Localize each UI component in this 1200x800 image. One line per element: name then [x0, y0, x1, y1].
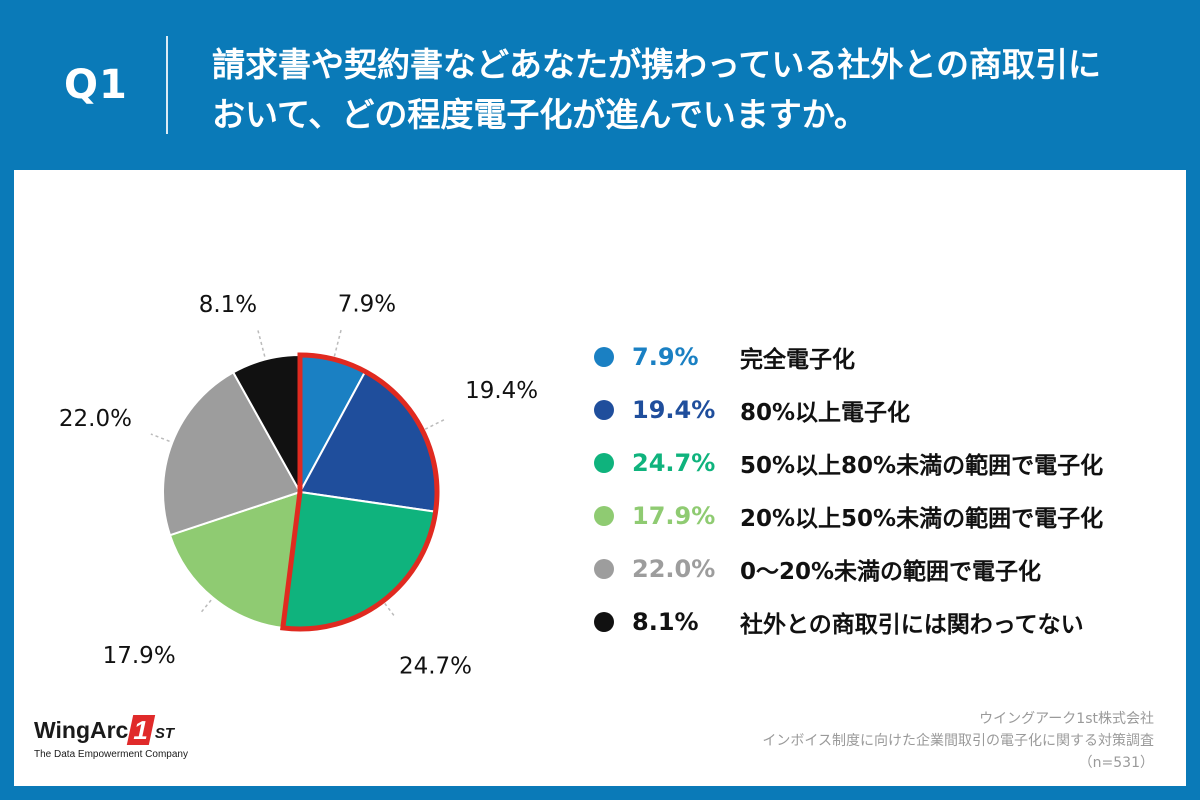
source-note: ウイングアーク1st株式会社 インボイス制度に向けた企業間取引の電子化に関する対…: [762, 708, 1154, 774]
leader-line-2: [424, 418, 446, 430]
logo-tagline: The Data Empowerment Company: [34, 749, 188, 760]
logo-name: WingArc: [34, 716, 129, 743]
legend-dot-icon: [594, 611, 614, 632]
legend-label: 完全電子化: [740, 346, 855, 373]
data-label-2: 19.4%: [465, 378, 538, 404]
data-label-1: 7.9%: [338, 292, 396, 318]
wingarc-logo: WingArc 1 ST The Data Empowerment Compan…: [34, 715, 188, 760]
legend-percent: 17.9%: [632, 501, 716, 530]
data-label-6: 8.1%: [199, 292, 257, 318]
legend-dot-icon: [594, 558, 614, 579]
header-divider: [166, 36, 168, 134]
legend-item-4: 17.9% 20%以上50%未満の範囲で電子化: [594, 489, 1174, 542]
source-sample-size: （n=531）: [1078, 755, 1154, 771]
leader-line-4: [199, 599, 212, 615]
legend-percent: 7.9%: [632, 342, 699, 371]
data-label-3: 24.7%: [399, 653, 472, 679]
legend-item-1: 7.9% 完全電子化: [594, 330, 1174, 383]
legend-label: 20%以上50%未満の範囲で電子化: [740, 505, 1104, 532]
legend-label: 50%以上80%未満の範囲で電子化: [740, 452, 1104, 479]
source-company: ウイングアーク1st株式会社: [979, 711, 1154, 727]
legend-label: 80%以上電子化: [740, 399, 911, 426]
data-label-4: 17.9%: [103, 643, 176, 669]
pie-slice-5: [162, 371, 302, 537]
leader-line-1: [333, 328, 342, 357]
legend-label: 社外との商取引には関わってない: [740, 611, 1084, 638]
pie-slice-3: [281, 490, 437, 630]
legend-label: 0〜20%未満の範囲で電子化: [740, 558, 1042, 585]
header: Q1 請求書や契約書などあなたが携わっている社外との商取引に おいて、どの程度電…: [0, 0, 1200, 170]
legend-percent: 8.1%: [632, 607, 699, 636]
pie-slice-4: [168, 490, 302, 630]
data-label-5: 22.0%: [59, 406, 132, 432]
logo-mark: 1: [127, 715, 157, 745]
leader-line-6: [256, 329, 266, 357]
question-line-2: おいて、どの程度電子化が進んでいますか。: [212, 95, 868, 134]
pie-chart: 7.9% 19.4% 24.7% 17.9% 22.0% 8.1%: [59, 292, 538, 680]
legend-item-2: 19.4% 80%以上電子化: [594, 383, 1174, 436]
legend-item-6: 8.1% 社外との商取引には関わってない: [594, 595, 1174, 648]
legend-item-3: 24.7% 50%以上80%未満の範囲で電子化: [594, 436, 1174, 489]
chart-panel: 7.9% 19.4% 24.7% 17.9% 22.0% 8.1% 7.9% 完全電子化 19…: [14, 170, 1186, 786]
legend-dot-icon: [594, 452, 614, 473]
question-line-1: 請求書や契約書などあなたが携わっている社外との商取引に: [212, 45, 1102, 84]
leader-line-5: [150, 433, 170, 442]
logo-suffix: ST: [154, 724, 174, 742]
legend-dot-icon: [594, 399, 614, 420]
legend: 7.9% 完全電子化 19.4% 80%以上電子化 24.7% 50%以上80%未満の範囲…: [594, 330, 1174, 648]
legend-dot-icon: [594, 346, 614, 367]
legend-percent: 19.4%: [632, 395, 716, 424]
leader-line-3: [384, 602, 397, 619]
legend-item-5: 22.0% 0〜20%未満の範囲で電子化: [594, 542, 1174, 595]
legend-percent: 22.0%: [632, 554, 716, 583]
source-survey: インボイス制度に向けた企業間取引の電子化に関する対策調査: [762, 733, 1154, 749]
question-text: 請求書や契約書などあなたが携わっている社外との商取引に おいて、どの程度電子化が…: [212, 40, 1172, 140]
legend-dot-icon: [594, 505, 614, 526]
legend-percent: 24.7%: [632, 448, 716, 477]
question-number: Q1: [64, 62, 128, 108]
pie-highlight-outline: [280, 352, 440, 632]
